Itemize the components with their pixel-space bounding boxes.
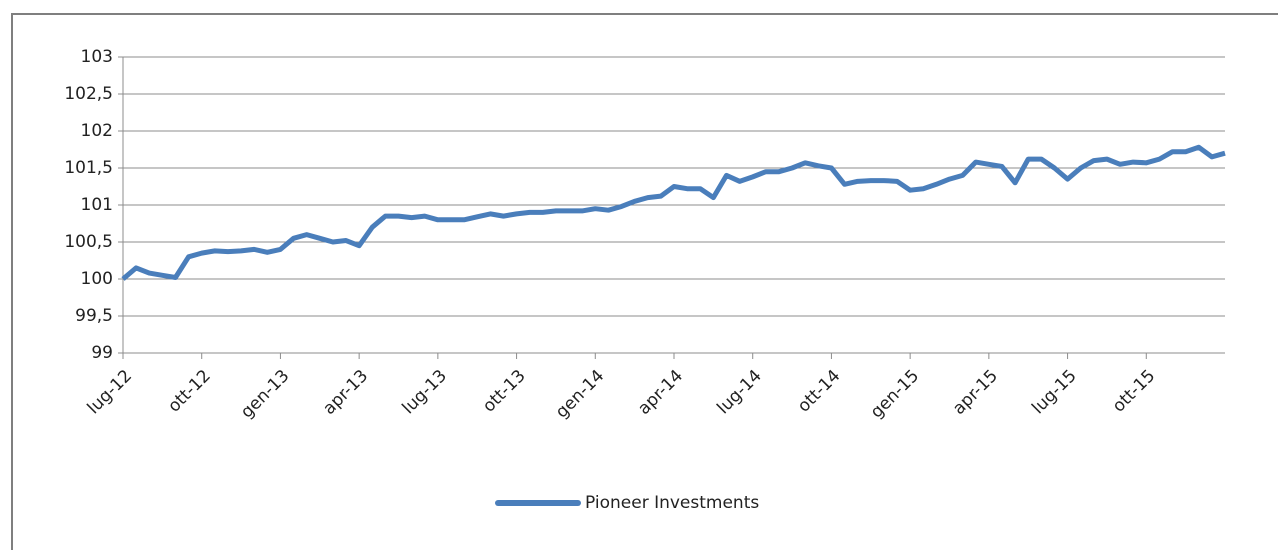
y-tick-label: 100,5 (64, 232, 113, 252)
y-tick-label: 102 (81, 121, 113, 141)
y-tick-label: 100 (81, 269, 113, 289)
y-tick-label: 101 (81, 195, 113, 215)
chart-frame (11, 13, 1278, 550)
y-tick-label: 99,5 (75, 306, 113, 326)
y-tick-label: 103 (81, 47, 113, 67)
y-tick-label: 99 (91, 343, 113, 363)
legend-label: Pioneer Investments (585, 493, 759, 513)
data-line (121, 144, 1226, 281)
y-tick-label: 101,5 (64, 158, 113, 178)
y-tick-label: 102,5 (64, 84, 113, 104)
